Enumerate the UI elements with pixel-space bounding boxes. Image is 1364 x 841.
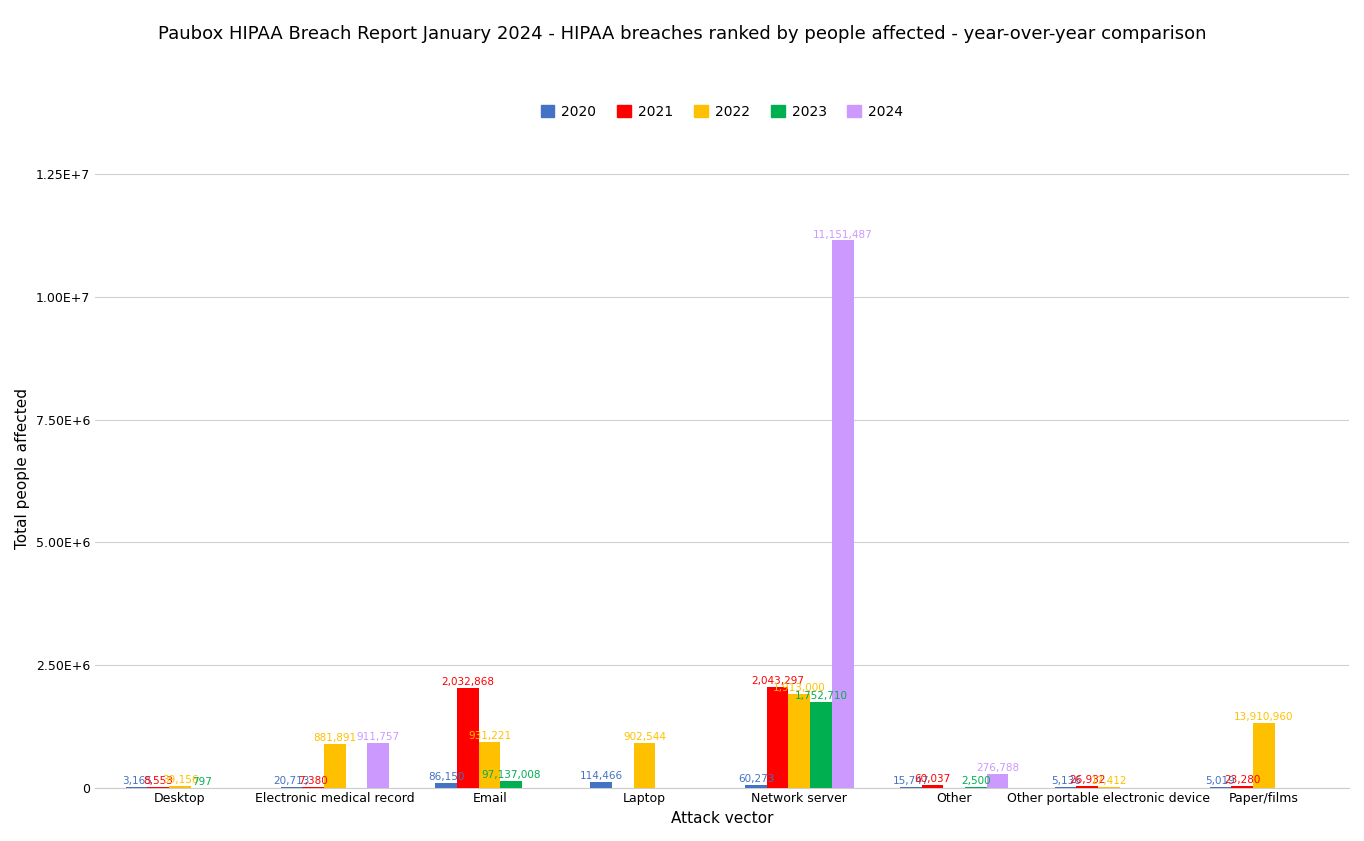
Bar [986, 774, 1008, 787]
Text: 5,019: 5,019 [1206, 776, 1236, 786]
Text: Paubox HIPAA Breach Report January 2024 - HIPAA breaches ranked by people affect: Paubox HIPAA Breach Report January 2024 … [158, 25, 1206, 43]
Text: 17,412: 17,412 [1091, 775, 1127, 785]
Text: 11,151,487: 11,151,487 [813, 230, 873, 240]
Bar [479, 742, 501, 787]
X-axis label: Attack vector: Attack vector [671, 811, 773, 826]
Bar [435, 783, 457, 787]
Bar [922, 785, 944, 787]
Text: 2,500: 2,500 [962, 776, 990, 786]
Bar [1232, 786, 1254, 787]
Bar [832, 241, 854, 787]
Text: 20,713: 20,713 [273, 775, 310, 785]
Text: 7,380: 7,380 [299, 776, 327, 786]
Text: 8,553: 8,553 [143, 776, 173, 786]
Text: 114,466: 114,466 [580, 771, 623, 781]
Text: 5,136: 5,136 [1050, 776, 1080, 786]
Bar [169, 785, 191, 787]
Text: 902,544: 902,544 [623, 733, 666, 743]
Bar [767, 687, 788, 787]
Text: 60,273: 60,273 [738, 774, 775, 784]
Text: 797: 797 [192, 776, 211, 786]
Bar [1098, 786, 1120, 787]
Text: 23,280: 23,280 [1224, 775, 1260, 785]
Bar [591, 782, 612, 787]
Text: 86,150: 86,150 [428, 772, 465, 782]
Text: 931,221: 931,221 [468, 731, 512, 741]
Bar [367, 743, 389, 787]
Bar [457, 688, 479, 787]
Text: 1,752,710: 1,752,710 [794, 690, 847, 701]
Text: 39,156: 39,156 [162, 775, 198, 785]
Text: 3,165: 3,165 [121, 776, 151, 786]
Text: 15,747: 15,747 [892, 776, 929, 785]
Bar [810, 701, 832, 787]
Text: 2,043,297: 2,043,297 [752, 676, 805, 686]
Text: 60,037: 60,037 [914, 774, 951, 784]
Bar [745, 785, 767, 787]
Bar [325, 744, 345, 787]
Text: 2,032,868: 2,032,868 [442, 677, 495, 687]
Text: 881,891: 881,891 [314, 733, 356, 743]
Text: 26,932: 26,932 [1069, 775, 1106, 785]
Bar [1076, 786, 1098, 787]
Bar [501, 780, 522, 787]
Text: 911,757: 911,757 [356, 732, 400, 742]
Bar [634, 743, 655, 787]
Bar [281, 786, 303, 787]
Legend: 2020, 2021, 2022, 2023, 2024: 2020, 2021, 2022, 2023, 2024 [535, 99, 908, 124]
Text: 13,910,960: 13,910,960 [1234, 712, 1293, 722]
Text: 276,788: 276,788 [977, 763, 1019, 773]
Bar [1254, 723, 1275, 787]
Text: 1,913,000: 1,913,000 [773, 683, 825, 693]
Y-axis label: Total people affected: Total people affected [15, 389, 30, 549]
Bar [788, 694, 810, 787]
Text: 97,137,008: 97,137,008 [481, 770, 542, 780]
